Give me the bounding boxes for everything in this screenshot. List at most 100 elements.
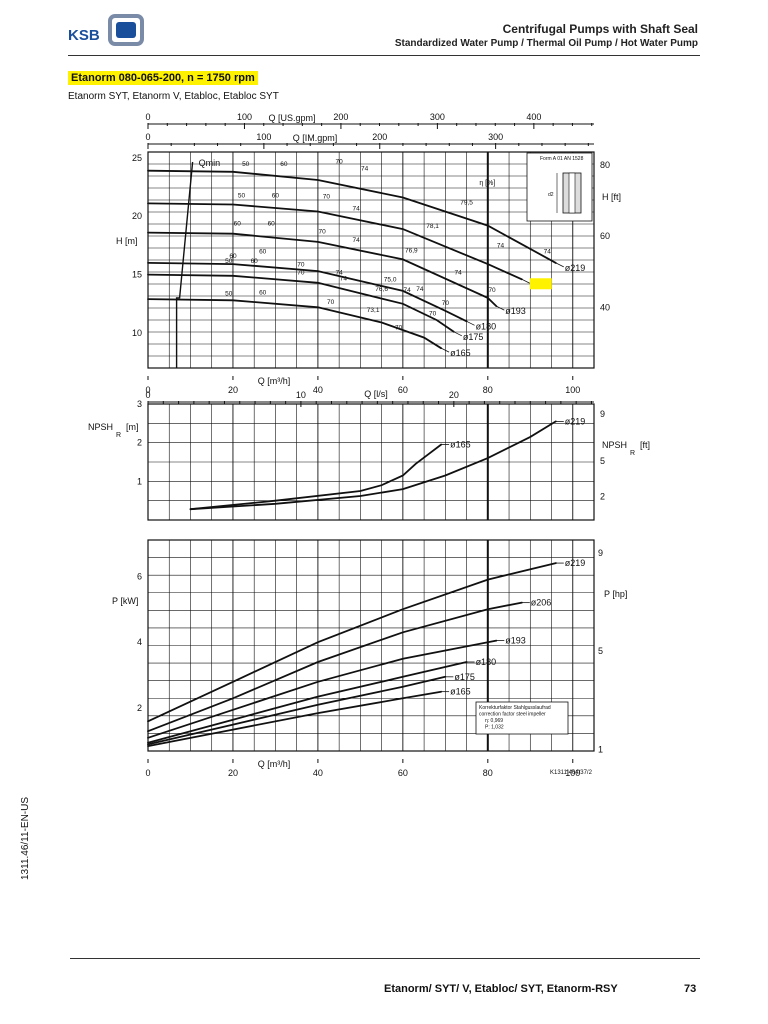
npsh-series-label-219: ø219 bbox=[565, 416, 586, 426]
power-note-line1: Korrekturfaktor Stahlgusslaufrad bbox=[479, 705, 551, 711]
head-efficiency-label: 74 bbox=[497, 243, 505, 250]
head-y-tick-label: 20 bbox=[132, 211, 142, 221]
head-efficiency-label: 74 bbox=[361, 166, 369, 173]
head-efficiency-label: 50 bbox=[225, 291, 233, 298]
npsh-y-tick-label: 2 bbox=[137, 438, 142, 448]
npsh-y2-tick-label: 9 bbox=[600, 409, 605, 419]
head-efficiency-label: 70 bbox=[429, 310, 437, 317]
npsh-y-axis-label: NPSH bbox=[88, 422, 113, 432]
head-efficiency-label: 74 bbox=[416, 286, 424, 293]
head-efficiency-label: 50 bbox=[238, 193, 246, 200]
head-efficiency-label: 70 bbox=[442, 300, 450, 307]
head-inset: Form A 01 AN 1528 d2 bbox=[526, 152, 593, 222]
head-top-axis-im-tick-label: 0 bbox=[145, 132, 150, 142]
power-series-label-180: ø180 bbox=[476, 657, 497, 667]
power-x-tick-label: 20 bbox=[228, 768, 238, 778]
head-efficiency-label: 74 bbox=[454, 270, 462, 277]
head-efficiency-label: 76,9 bbox=[405, 247, 418, 254]
head-top-axis-us-label: Q [US.gpm] bbox=[268, 113, 315, 123]
head-top-axis-im-tick-label: 300 bbox=[488, 132, 503, 142]
head-qmin-line bbox=[175, 161, 194, 368]
power-series-label-193: ø193 bbox=[505, 636, 526, 646]
head-y-tick-label: 15 bbox=[132, 270, 142, 280]
npsh-top-axis-label: Q [l/s] bbox=[364, 389, 388, 399]
head-efficiency-label: 79,5 bbox=[460, 200, 473, 207]
power-y2-tick-label: 9 bbox=[598, 548, 603, 558]
npsh-top-axis-tick-label: 10 bbox=[296, 390, 306, 400]
header-title: Centrifugal Pumps with Shaft Seal bbox=[502, 22, 698, 36]
head-y-tick-label: 25 bbox=[132, 153, 142, 163]
head-efficiency-label: 74 bbox=[336, 270, 344, 277]
head-efficiency-label: 50 bbox=[242, 161, 250, 168]
head-top-axis-us-tick-label: 400 bbox=[526, 112, 541, 122]
head-series-label-219: ø219 bbox=[565, 263, 586, 273]
head-efficiency-label: 60 bbox=[272, 193, 280, 200]
head-top-axis-us-tick-label: 100 bbox=[237, 112, 252, 122]
head-top-axis-us-tick-label: 300 bbox=[430, 112, 445, 122]
head-x-tick-label: 60 bbox=[398, 385, 408, 395]
head-series-219 bbox=[147, 169, 557, 264]
ksb-logo-mark: KSB bbox=[68, 14, 144, 46]
head-top-axis-im-tick-label: 200 bbox=[372, 132, 387, 142]
npsh-series-label-165: ø165 bbox=[450, 440, 471, 450]
power-series-label-206: ø206 bbox=[531, 598, 552, 608]
power-series-label-165: ø165 bbox=[450, 687, 471, 697]
power-y-tick-label: 6 bbox=[137, 571, 142, 581]
npsh-top-axis-tick-label: 0 bbox=[145, 390, 150, 400]
head-efficiency-label: 60 bbox=[251, 258, 259, 265]
head-y2-tick-label: 80 bbox=[600, 160, 610, 170]
header-divider bbox=[68, 55, 700, 56]
head-series-193 bbox=[147, 231, 498, 307]
head-efficiency-label: 50 bbox=[225, 258, 233, 265]
head-qmin-label: Qmin bbox=[199, 158, 221, 168]
head-inset-bore bbox=[568, 172, 576, 214]
npsh-series-165 bbox=[189, 443, 442, 511]
head-efficiency-label: 70 bbox=[297, 270, 305, 277]
ksb-logo: KSB bbox=[68, 14, 148, 48]
head-y2-tick-label: 40 bbox=[600, 302, 610, 312]
power-x-tick-label: 100 bbox=[565, 768, 580, 778]
npsh-y-axis-sub: R bbox=[116, 432, 121, 439]
head-series-label-175: ø175 bbox=[463, 332, 484, 342]
power-figure-code: K1311,464/37/2 bbox=[550, 770, 593, 776]
head-series-label-leader bbox=[521, 278, 530, 284]
power-series-175 bbox=[147, 675, 447, 746]
head-efficiency-label: 74 bbox=[353, 205, 361, 212]
head-y2-tick-label: 60 bbox=[600, 231, 610, 241]
power-series-206 bbox=[147, 601, 523, 733]
head-series-label-leader bbox=[496, 305, 505, 311]
document-title: Etanorm 080-065-200, n = 1750 rpm bbox=[68, 71, 258, 85]
power-y2-tick-label: 1 bbox=[598, 744, 603, 754]
head-efficiency-label: 60 bbox=[280, 161, 288, 168]
head-efficiency-label: 70 bbox=[336, 159, 344, 166]
power-series-label-175: ø175 bbox=[454, 672, 475, 682]
head-series-165 bbox=[147, 298, 442, 350]
power-x-tick-label: 40 bbox=[313, 768, 323, 778]
power-x-tick-label: 80 bbox=[483, 768, 493, 778]
npsh-y2-axis-label: NPSH bbox=[602, 440, 627, 450]
power-y-axis-label: P [kW] bbox=[112, 596, 138, 606]
npsh-y2-axis-sub: R bbox=[630, 450, 635, 457]
power-note-line2: correction factor steel impeller bbox=[479, 712, 546, 718]
head-efficiency-label: 74 bbox=[353, 237, 361, 244]
power-x-tick-label: 0 bbox=[145, 768, 150, 778]
power-series-180 bbox=[147, 661, 468, 744]
head-series-label-leader bbox=[555, 262, 564, 268]
head-efficiency-label: 60 bbox=[229, 253, 237, 260]
ksb-logo-text: KSB bbox=[68, 27, 100, 44]
power-x-axis-label: Q [m³/h] bbox=[258, 759, 291, 769]
head-efficiency-label: 70 bbox=[323, 194, 331, 201]
head-x-tick-label: 80 bbox=[483, 385, 493, 395]
power-y2-axis-label: P [hp] bbox=[604, 589, 627, 599]
head-efficiency-label: 74 bbox=[544, 249, 552, 256]
power-note-line4: P: 1,032 bbox=[485, 725, 504, 731]
power-note-line3: η: 0,969 bbox=[485, 718, 503, 724]
head-efficiency-label: 74 bbox=[403, 287, 411, 294]
head-series-175 bbox=[147, 273, 455, 333]
head-efficiency-label: 70 bbox=[395, 324, 403, 331]
page-number: 73 bbox=[684, 983, 697, 995]
head-y2-axis-label: H [ft] bbox=[602, 192, 621, 202]
head-efficiency-label: 75,0 bbox=[384, 277, 397, 284]
npsh-y-axis-unit: [m] bbox=[126, 422, 139, 432]
